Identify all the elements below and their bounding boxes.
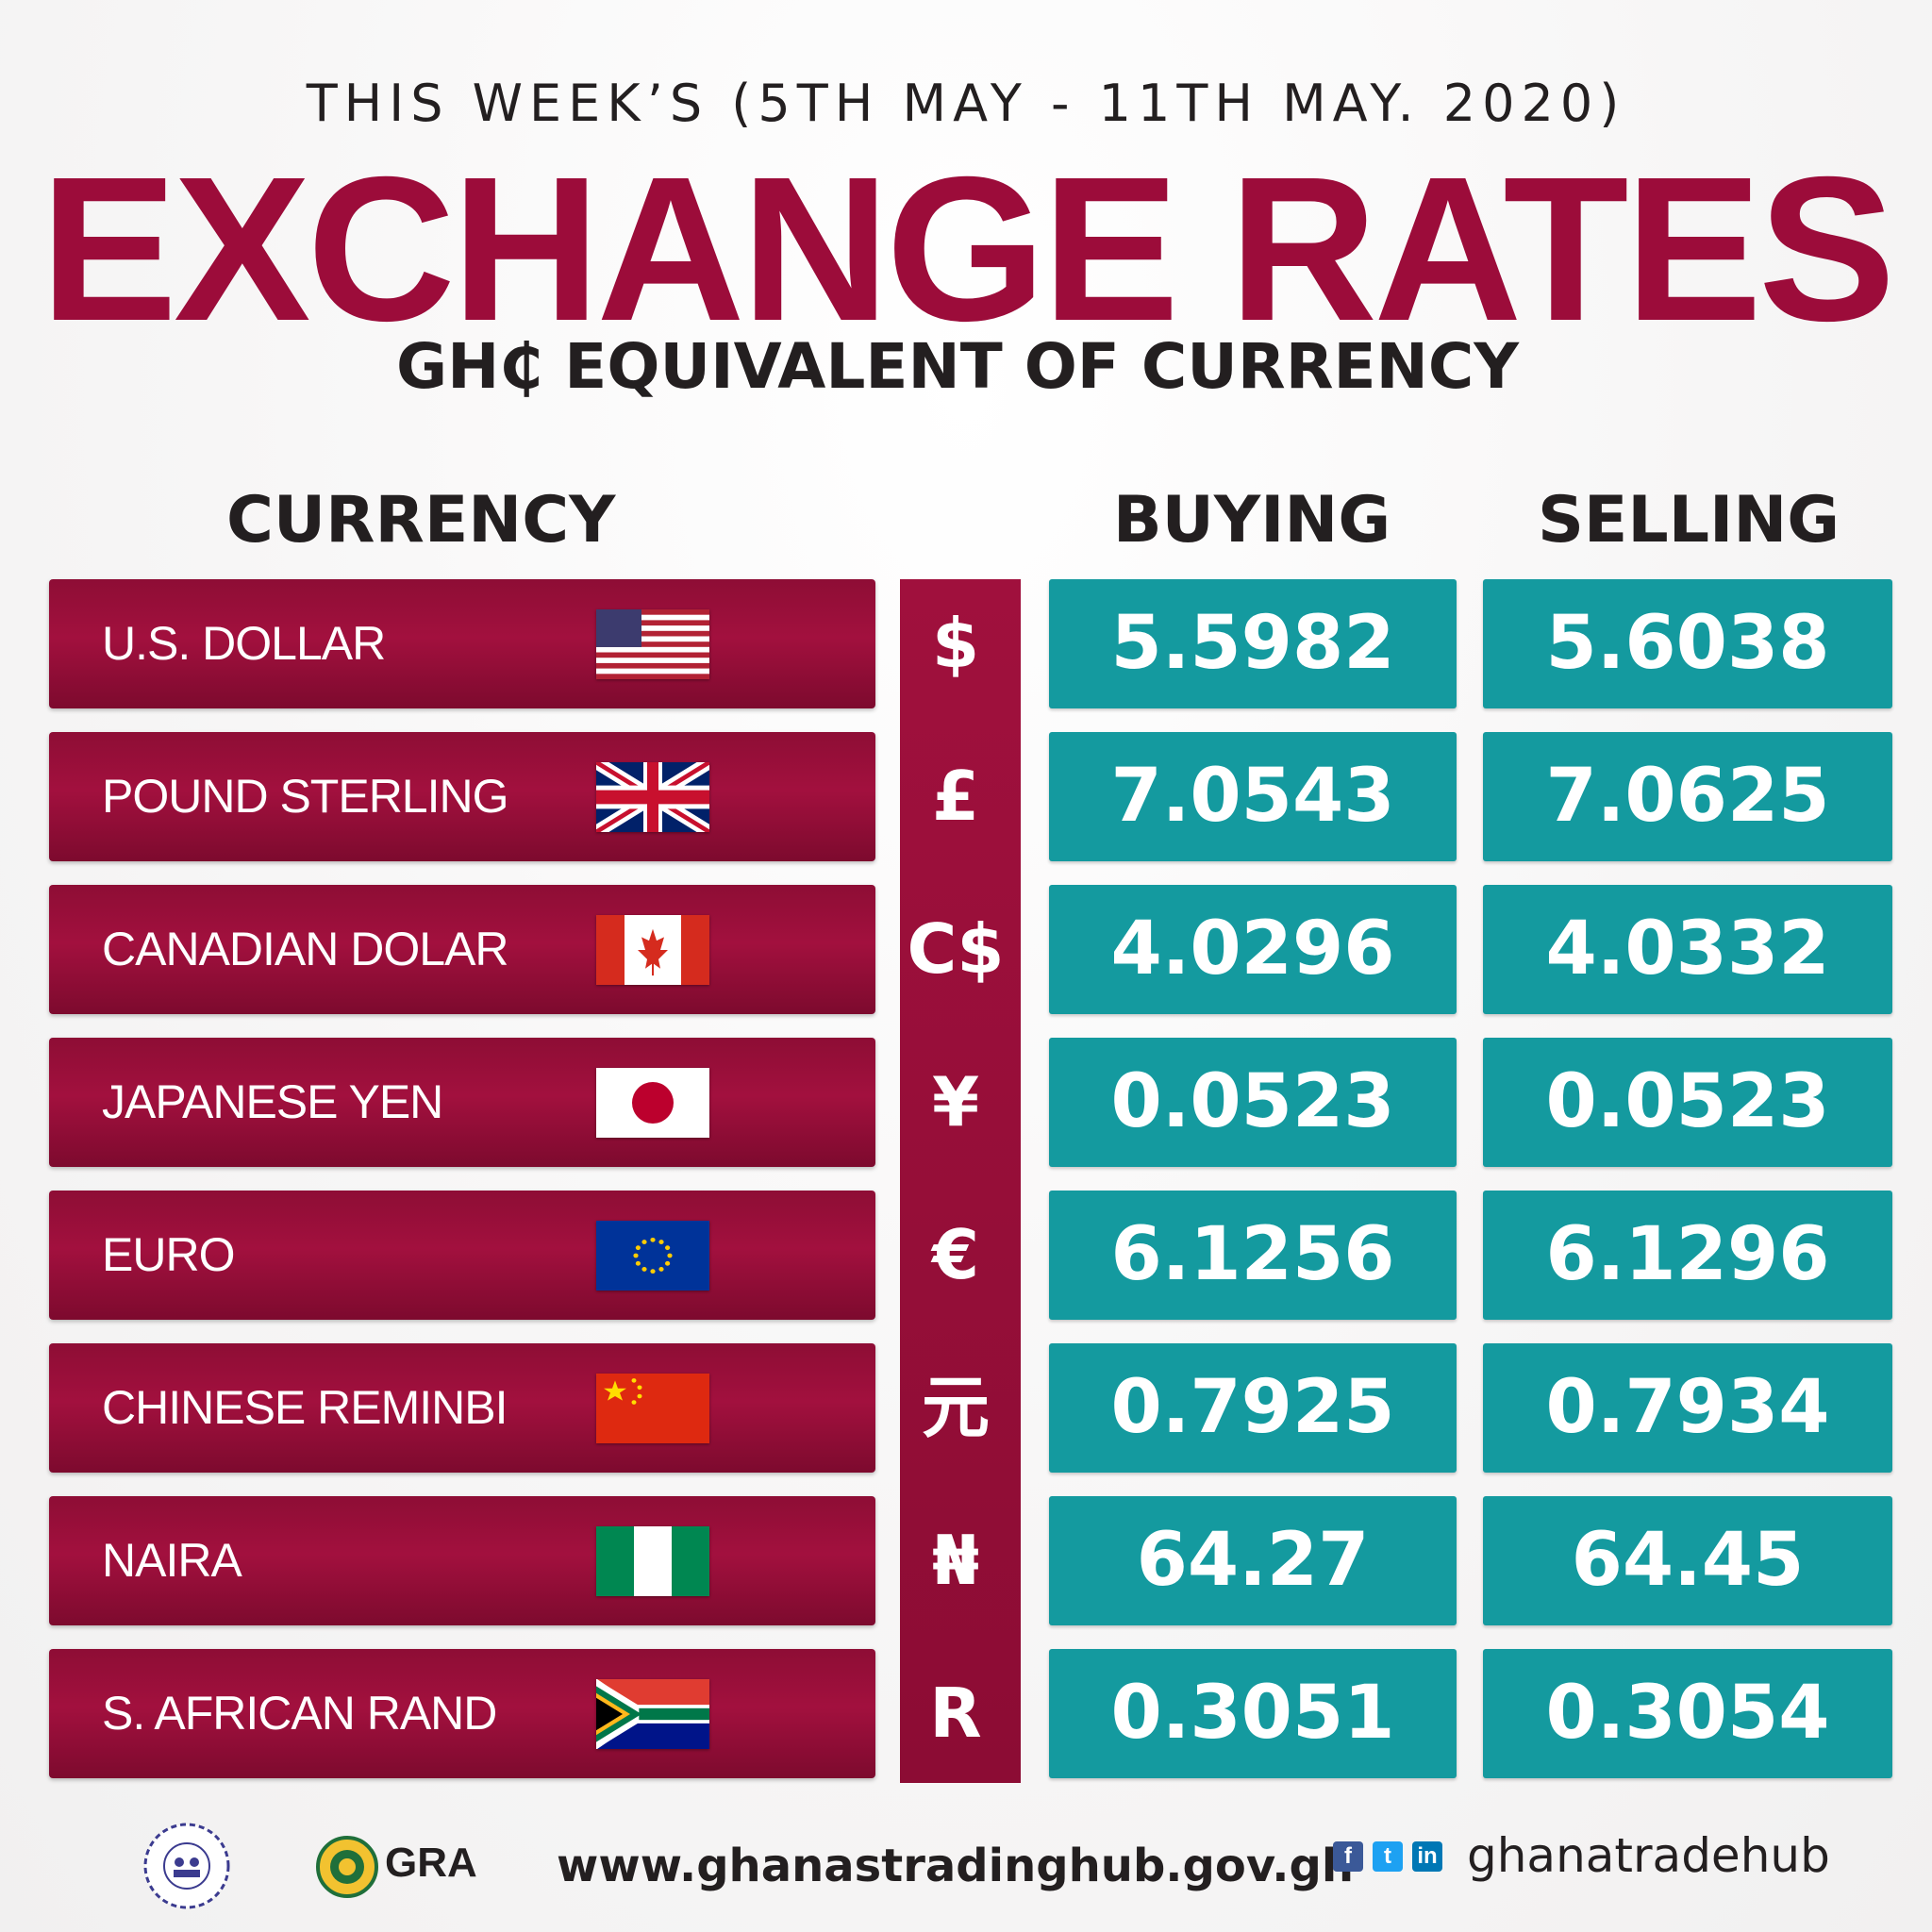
buying-rate: 64.27 (1049, 1496, 1457, 1625)
table-row: S. AFRICAN RAND R 0.3051 0.3054 (49, 1649, 1893, 1778)
currency-symbol: C$ (907, 909, 1005, 989)
column-header-buying: BUYING (1112, 483, 1391, 558)
page-subtitle: GH₵ EQUIVALENT OF CURRENCY (396, 330, 1520, 403)
column-header-currency: CURRENCY (226, 483, 616, 558)
selling-rate: 5.6038 (1483, 579, 1892, 708)
currency-name: JAPANESE YEN (102, 1075, 443, 1128)
japan-flag-icon (596, 1068, 709, 1138)
gra-seal-icon (316, 1836, 378, 1898)
buying-rate: 6.1256 (1049, 1191, 1457, 1320)
eu-flag-icon (596, 1221, 709, 1291)
ministry-seal-icon (142, 1821, 232, 1911)
column-header-selling: SELLING (1537, 483, 1840, 558)
table-row: JAPANESE YEN ¥ 0.0523 0.0523 (49, 1038, 1893, 1167)
twitter-icon[interactable]: t (1373, 1841, 1403, 1872)
table-row: U.S. DOLLAR $ 5.5982 5.6038 (49, 579, 1893, 708)
week-range: THIS WEEK’S (5TH MAY - 11TH MAY. 2020) (306, 74, 1626, 133)
buying-rate: 0.7925 (1049, 1343, 1457, 1473)
currency-symbol: ¥ (931, 1062, 980, 1141)
nigeria-flag-icon (596, 1526, 709, 1596)
currency-name: CHINESE REMINBI (102, 1381, 508, 1434)
currency-cell: CANADIAN DOLAR (49, 885, 875, 1014)
currency-cell: JAPANESE YEN (49, 1038, 875, 1167)
table-row: POUND STERLING £ 7.0543 7.0625 (49, 732, 1893, 861)
buying-rate: 0.3051 (1049, 1649, 1457, 1778)
china-flag-icon (596, 1374, 709, 1443)
currency-cell: POUND STERLING (49, 732, 875, 861)
us-flag-icon (596, 609, 709, 679)
buying-rate: 7.0543 (1049, 732, 1457, 861)
currency-symbol: £ (931, 757, 980, 836)
selling-rate: 0.0523 (1483, 1038, 1892, 1167)
currency-symbol: € (931, 1215, 980, 1294)
currency-cell: U.S. DOLLAR (49, 579, 875, 708)
currency-name: S. AFRICAN RAND (102, 1687, 497, 1740)
selling-rate: 7.0625 (1483, 732, 1892, 861)
uk-flag-icon (596, 762, 709, 832)
table-row: EURO € 6.1256 6.1296 (49, 1191, 1893, 1320)
currency-name: EURO (102, 1228, 235, 1281)
currency-cell: NAIRA (49, 1496, 875, 1625)
table-row: NAIRA ₦ 64.27 64.45 (49, 1496, 1893, 1625)
currency-symbol: $ (931, 604, 980, 683)
selling-rate: 0.3054 (1483, 1649, 1892, 1778)
table-row: CHINESE REMINBI 元 0.7925 0.7934 (49, 1343, 1893, 1473)
currency-name: U.S. DOLLAR (102, 617, 386, 670)
buying-rate: 5.5982 (1049, 579, 1457, 708)
linkedin-icon[interactable]: in (1412, 1841, 1442, 1872)
selling-rate: 0.7934 (1483, 1343, 1892, 1473)
selling-rate: 64.45 (1483, 1496, 1892, 1625)
currency-cell: CHINESE REMINBI (49, 1343, 875, 1473)
currency-name: POUND STERLING (102, 770, 509, 823)
selling-rate: 4.0332 (1483, 885, 1892, 1014)
rates-table: U.S. DOLLAR $ 5.5982 5.6038 POUND STERLI… (49, 579, 1893, 1802)
south-africa-flag-icon (596, 1679, 709, 1749)
currency-cell: S. AFRICAN RAND (49, 1649, 875, 1778)
buying-rate: 0.0523 (1049, 1038, 1457, 1167)
page-title: EXCHANGE RATES (40, 135, 1896, 364)
currency-cell: EURO (49, 1191, 875, 1320)
social-handle[interactable]: ghanatradehub (1467, 1828, 1830, 1883)
facebook-icon[interactable]: f (1333, 1841, 1363, 1872)
website-link[interactable]: www.ghanastradinghub.gov.gh (557, 1840, 1355, 1892)
currency-name: NAIRA (102, 1534, 242, 1587)
canada-flag-icon (596, 915, 709, 985)
gra-label: GRA (385, 1840, 477, 1886)
buying-rate: 4.0296 (1049, 885, 1457, 1014)
table-row: CANADIAN DOLAR C$ 4.0296 4.0332 (49, 885, 1893, 1014)
currency-name: CANADIAN DOLAR (102, 923, 509, 975)
currency-symbol: 元 (921, 1368, 990, 1447)
footer: GRA www.ghanastradinghub.gov.gh f t in g… (0, 1821, 1932, 1915)
currency-symbol: ₦ (931, 1521, 980, 1600)
currency-symbol: R (929, 1674, 982, 1753)
selling-rate: 6.1296 (1483, 1191, 1892, 1320)
symbol-column-band (900, 579, 1021, 1783)
